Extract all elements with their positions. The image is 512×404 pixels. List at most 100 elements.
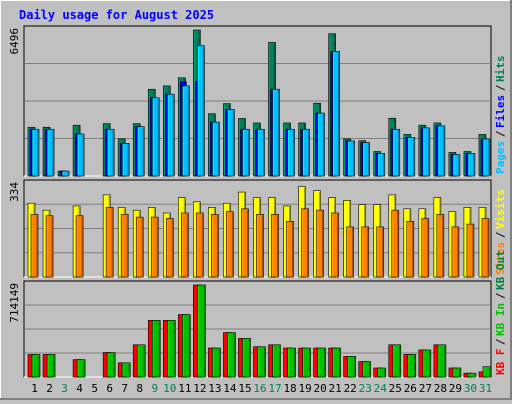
bar-sites-day-28 (436, 214, 445, 278)
x-tick-label: 20 (314, 382, 327, 395)
x-tick-label: 3 (61, 382, 68, 395)
bar-kb-in-day-16 (257, 346, 266, 378)
bar-sites-day-11 (181, 212, 189, 278)
bar-sites-day-27 (421, 218, 430, 278)
bar-kb-in-day-4 (76, 359, 86, 378)
x-tick-label: 10 (163, 382, 176, 395)
x-tick-label: 7 (121, 382, 128, 395)
bar-kb-in-day-7 (121, 362, 131, 378)
x-tick-label: 16 (253, 382, 266, 395)
bar-pages-day-31 (482, 138, 491, 177)
bar-kb-in-day-30 (467, 372, 477, 378)
legend-separator: / (494, 338, 507, 345)
bar-pages-day-4 (76, 133, 85, 177)
bar-kb-in-day-28 (437, 344, 447, 378)
bar-kb-in-day-13 (212, 347, 221, 378)
kbf-kbin-kbout-legend: KB F / KB In / KB Out (494, 250, 507, 375)
legend-label: Hits (494, 56, 507, 83)
bar-kb-in-day-29 (452, 367, 462, 378)
bar-kb-in-day-27 (422, 349, 432, 378)
bar-pages-day-20 (317, 112, 325, 177)
bar-sites-day-21 (331, 212, 339, 278)
bar-sites-day-20 (316, 209, 324, 278)
bar-kb-in-day-19 (302, 347, 311, 378)
x-tick-label: 24 (374, 382, 388, 395)
legend-label: KB F (494, 349, 507, 376)
bar-sites-day-25 (391, 209, 400, 278)
bar-kb-in-day-23 (362, 361, 372, 378)
x-tick-label: 11 (178, 382, 191, 395)
bar-pages-day-8 (136, 126, 145, 177)
x-tick-label: 18 (283, 382, 296, 395)
x-tick-label: 4 (76, 382, 83, 395)
x-tick-label: 1 (31, 382, 38, 395)
bar-sites-day-31 (481, 218, 490, 278)
legend-label: KB In (494, 303, 507, 336)
bar-kb-in-day-1 (31, 354, 41, 378)
bar-pages-day-28 (437, 125, 446, 177)
x-tick-label: 21 (329, 382, 342, 395)
bar-sites-day-29 (451, 226, 460, 278)
bar-kb-in-day-15 (242, 338, 251, 378)
bar-kb-in-day-24 (377, 367, 387, 378)
bar-kb-in-day-20 (317, 347, 326, 378)
legend-separator: / (494, 130, 507, 137)
y-max-label: 714149 (8, 283, 21, 323)
legend-label: KB Out (494, 250, 507, 290)
bar-pages-day-26 (407, 137, 416, 177)
bar-pages-day-7 (121, 143, 130, 177)
bar-sites-day-26 (406, 221, 415, 278)
bar-kb-in-day-18 (287, 347, 296, 378)
bar-kb-in-day-25 (392, 344, 402, 378)
legend-separator: / (494, 292, 507, 299)
x-tick-label: 12 (193, 382, 206, 395)
legend-label: Pages (494, 141, 507, 174)
x-tick-label: 29 (449, 382, 462, 395)
bar-pages-day-27 (422, 127, 431, 177)
x-tick-label: 30 (464, 382, 477, 395)
x-tick-label: 19 (298, 382, 311, 395)
x-tick-label: 14 (223, 382, 237, 395)
bar-pages-day-21 (332, 51, 340, 177)
visits-sites-legend: Sites / Visits (494, 189, 507, 275)
bar-kb-in-day-9 (151, 320, 161, 378)
bar-sites-day-13 (211, 214, 219, 278)
y-max-label: 334 (8, 182, 21, 202)
bar-pages-day-25 (392, 128, 401, 177)
x-tick-label: 23 (359, 382, 372, 395)
bar-pages-day-29 (452, 154, 461, 177)
x-tick-label: 25 (389, 382, 402, 395)
x-tick-label: 2 (46, 382, 53, 395)
x-tick-label: 27 (419, 382, 432, 395)
x-tick-label: 28 (434, 382, 447, 395)
bar-kb-in-day-17 (272, 344, 281, 378)
bar-sites-day-24 (376, 226, 385, 278)
bar-kb-in-day-12 (197, 284, 206, 378)
bar-pages-day-23 (362, 142, 371, 177)
legend-separator: / (494, 231, 507, 238)
bar-sites-day-14 (226, 211, 234, 278)
bar-pages-day-9 (151, 97, 160, 177)
bar-pages-day-14 (227, 109, 235, 177)
bar-pages-day-19 (302, 128, 310, 177)
legend-label: Visits (494, 189, 507, 229)
y-max-label: 6496 (8, 28, 21, 55)
x-tick-label: 26 (404, 382, 417, 395)
bar-sites-day-7 (120, 214, 129, 278)
bar-sites-day-6 (105, 207, 114, 278)
bar-kb-in-day-6 (106, 352, 116, 378)
bar-kb-in-day-21 (332, 347, 341, 378)
bar-pages-day-24 (377, 152, 386, 177)
chart-title: Daily usage for August 2025 (19, 8, 214, 22)
x-tick-label: 22 (344, 382, 357, 395)
bar-kb-in-day-14 (227, 332, 236, 378)
bar-sites-day-18 (286, 221, 294, 278)
legend-label: Files (494, 95, 507, 128)
legend-separator: / (494, 84, 507, 91)
bar-kb-in-day-2 (46, 354, 56, 378)
bar-kb-in-day-10 (166, 320, 176, 378)
bar-pages-day-18 (287, 128, 295, 177)
